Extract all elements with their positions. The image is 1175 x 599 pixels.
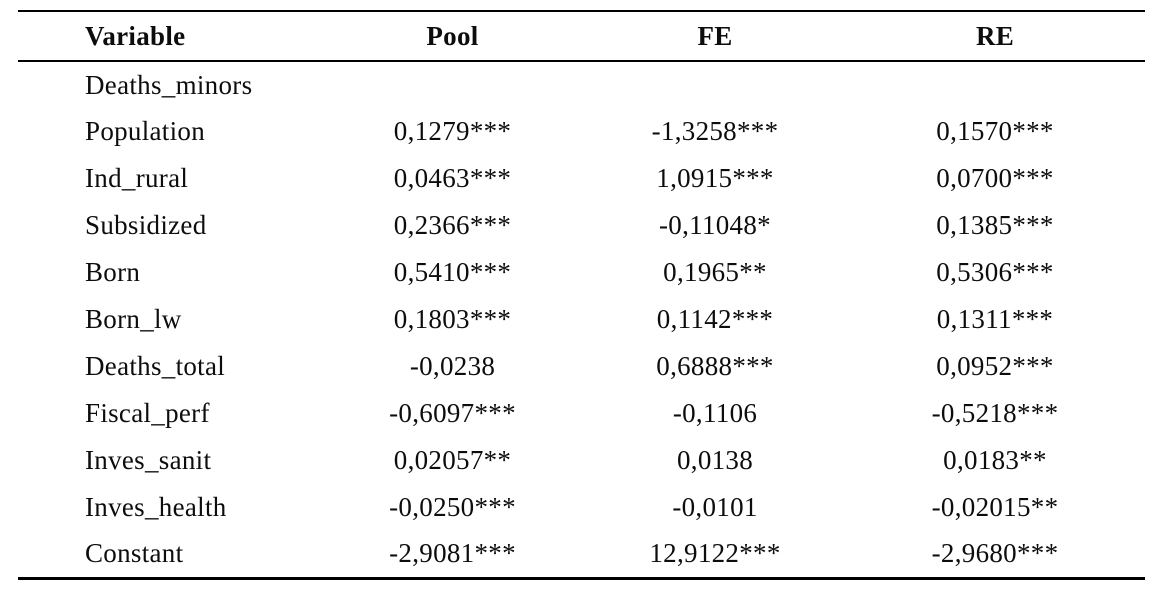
fe-value: 12,9122*** <box>649 538 781 569</box>
pool-value: 0,0463*** <box>393 163 512 193</box>
pool-value: -0,0250*** <box>389 492 516 522</box>
table-row: Born 0,5410*** 0,1965** 0,5306*** <box>18 249 1145 296</box>
table-row: Deaths_total -0,0238 0,6888*** 0,0952*** <box>18 343 1145 390</box>
re-value: -0,5218*** <box>931 398 1059 428</box>
table-row: Born_lw 0,1803*** 0,1142*** 0,1311*** <box>18 296 1145 343</box>
pool-value: -0,6097*** <box>389 398 516 428</box>
pool-value <box>320 61 585 108</box>
re-value: 0,5306*** <box>936 257 1054 287</box>
variable-label: Deaths_minors <box>85 69 253 100</box>
re-value: -2,9680*** <box>931 538 1059 569</box>
variable-label: Subsidized <box>85 210 207 240</box>
variable-label: Inves_sanit <box>85 445 212 475</box>
column-header-re: RE <box>975 20 1015 51</box>
fe-value: 1,0915*** <box>656 163 774 193</box>
pool-value: 0,1279*** <box>393 116 512 146</box>
results-table-container: Variable Pool FE RE Deaths_minors Popula… <box>18 10 1145 580</box>
variable-label: Population <box>85 116 206 146</box>
pool-value: -0,0238 <box>409 351 496 381</box>
fe-value <box>585 61 845 108</box>
re-value: 0,1311*** <box>936 304 1054 334</box>
table-row: Fiscal_perf -0,6097*** -0,1106 -0,5218**… <box>18 390 1145 437</box>
fe-value: 0,0138 <box>676 445 754 475</box>
column-header-fe: FE <box>697 20 733 51</box>
column-header-variable: Variable <box>85 20 186 51</box>
re-value: 0,0700*** <box>936 163 1054 193</box>
re-value: 0,1570*** <box>936 116 1054 146</box>
re-value: -0,02015** <box>931 492 1059 522</box>
variable-label: Constant <box>85 538 184 569</box>
fe-value: 0,6888*** <box>656 351 774 381</box>
variable-label: Born_lw <box>85 304 182 334</box>
re-value <box>845 61 1145 108</box>
variable-label: Ind_rural <box>85 163 189 193</box>
fe-value: 0,1965** <box>663 257 767 287</box>
table-row: Subsidized 0,2366*** -0,11048* 0,1385*** <box>18 202 1145 249</box>
re-value: 0,0183** <box>943 445 1047 475</box>
pool-value: 0,02057** <box>393 445 512 475</box>
re-value: 0,0952*** <box>936 351 1054 381</box>
fe-value: -0,11048* <box>659 210 771 240</box>
header-row: Variable Pool FE RE <box>18 11 1145 61</box>
pool-value: -2,9081*** <box>389 538 516 569</box>
column-header-pool: Pool <box>426 20 479 51</box>
variable-label: Inves_health <box>85 492 227 522</box>
fe-value: -1,3258*** <box>651 116 779 146</box>
variable-label: Born <box>85 257 141 287</box>
table-row: Constant -2,9081*** 12,9122*** -2,9680**… <box>18 531 1145 578</box>
variable-label: Fiscal_perf <box>85 398 210 428</box>
pool-value: 0,1803*** <box>393 304 512 334</box>
fe-value: -0,1106 <box>672 398 758 428</box>
pool-value: 0,2366*** <box>393 210 512 240</box>
fe-value: 0,1142*** <box>656 304 774 334</box>
fe-value: -0,0101 <box>672 492 758 522</box>
table-row: Inves_sanit 0,02057** 0,0138 0,0183** <box>18 437 1145 484</box>
variable-label: Deaths_total <box>85 351 226 381</box>
re-value: 0,1385*** <box>936 210 1054 240</box>
table-row-section: Deaths_minors <box>18 61 1145 108</box>
table-row: Ind_rural 0,0463*** 1,0915*** 0,0700*** <box>18 155 1145 202</box>
table-row: Population 0,1279*** -1,3258*** 0,1570**… <box>18 108 1145 155</box>
pool-value: 0,5410*** <box>393 257 512 287</box>
table-row: Inves_health -0,0250*** -0,0101 -0,02015… <box>18 484 1145 531</box>
regression-results-table: Variable Pool FE RE Deaths_minors Popula… <box>18 10 1145 580</box>
